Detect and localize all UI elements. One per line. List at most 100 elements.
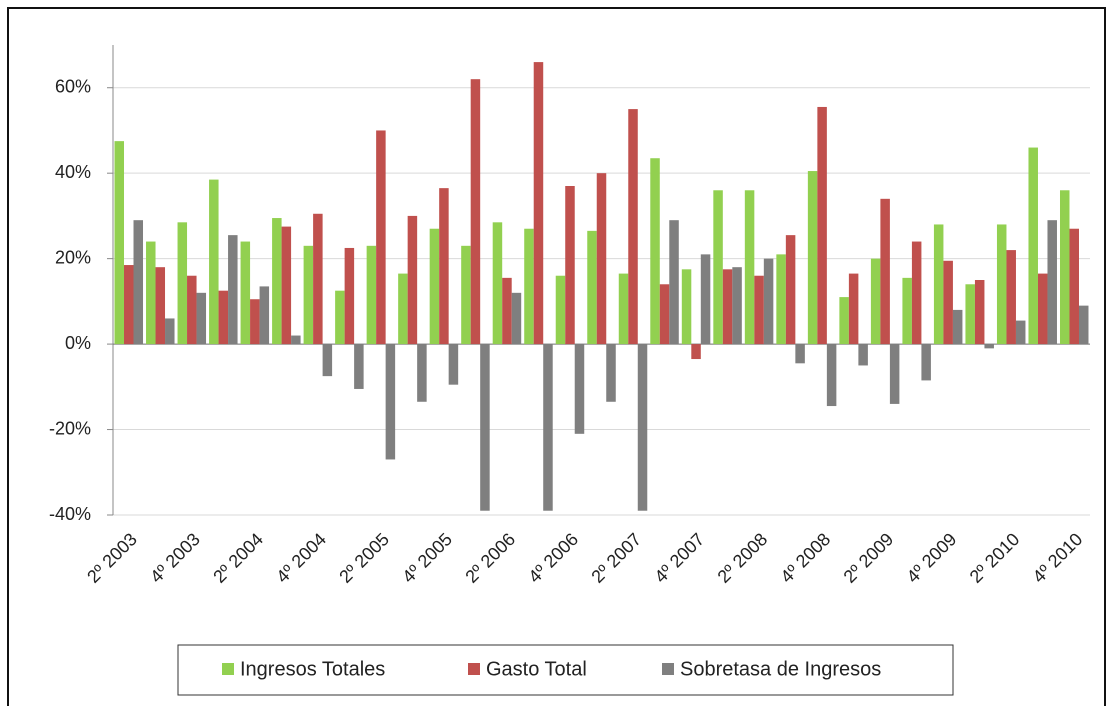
bar <box>407 215 418 345</box>
bar <box>984 344 994 349</box>
bar <box>209 179 219 345</box>
bar <box>291 335 301 345</box>
bar <box>713 190 723 345</box>
bar <box>259 286 270 345</box>
bar <box>880 198 890 345</box>
bar <box>606 344 616 402</box>
legend-label: Gasto Total <box>486 658 587 680</box>
bar <box>492 222 503 345</box>
bar <box>807 171 818 345</box>
bar <box>911 241 922 345</box>
bar <box>795 344 805 364</box>
bar <box>921 344 931 381</box>
bar <box>177 222 188 345</box>
bar <box>448 344 459 385</box>
bar <box>848 273 859 345</box>
bar <box>587 230 597 345</box>
bar <box>744 190 755 345</box>
bar <box>1078 305 1089 345</box>
bar <box>902 277 912 345</box>
bar <box>681 269 692 345</box>
y-tick-label: -20% <box>49 418 91 438</box>
legend-swatch <box>662 663 674 675</box>
bar <box>480 344 490 511</box>
bar <box>272 218 282 345</box>
bar <box>785 235 796 345</box>
bar <box>344 247 355 345</box>
bar <box>165 318 175 345</box>
y-tick-label: 20% <box>55 247 91 267</box>
bar <box>250 299 260 345</box>
bar <box>511 292 522 345</box>
legend-swatch <box>468 663 480 675</box>
bar <box>618 273 629 345</box>
bar <box>669 220 679 345</box>
bar <box>1006 250 1016 345</box>
bar <box>1015 320 1026 345</box>
bar <box>826 344 837 407</box>
bar <box>240 241 251 345</box>
bar <box>732 267 742 345</box>
bar <box>502 277 512 345</box>
bar <box>574 344 585 434</box>
bar <box>628 109 638 345</box>
bar <box>313 213 323 345</box>
bar <box>146 241 156 345</box>
bar <box>385 344 396 460</box>
legend-label: Sobretasa de Ingresos <box>680 658 881 680</box>
y-tick-label: 60% <box>55 76 91 96</box>
bar <box>1028 147 1038 345</box>
bar <box>889 344 900 404</box>
bar <box>461 245 471 345</box>
bar <box>700 254 711 345</box>
bar <box>763 258 774 345</box>
bar <box>555 275 566 345</box>
bar <box>1037 273 1048 345</box>
bar <box>1059 190 1070 345</box>
bar <box>196 292 207 345</box>
bar <box>417 344 427 402</box>
bar <box>133 220 144 345</box>
bar <box>281 226 292 345</box>
bar <box>754 275 764 345</box>
bar <box>839 297 849 345</box>
bar <box>1047 220 1057 345</box>
bar <box>1069 228 1079 345</box>
legend-swatch <box>222 663 234 675</box>
bar <box>376 130 386 345</box>
bar <box>596 173 607 345</box>
bar <box>439 188 449 345</box>
bar <box>722 269 733 345</box>
bar <box>543 344 553 511</box>
bar <box>933 224 944 345</box>
bar <box>470 79 481 345</box>
bar <box>187 275 197 345</box>
bar <box>776 254 786 345</box>
y-tick-label: 0% <box>65 333 91 353</box>
bar <box>974 280 985 345</box>
bar <box>659 284 670 345</box>
bar <box>429 228 440 345</box>
y-tick-label: -40% <box>49 504 91 524</box>
bar <box>366 245 377 345</box>
bar <box>218 290 229 345</box>
bar <box>943 260 953 345</box>
bar <box>354 344 364 389</box>
bar <box>533 62 544 345</box>
bar <box>637 344 648 511</box>
bar <box>965 284 975 345</box>
bar <box>303 245 314 345</box>
bar <box>858 344 868 366</box>
bar <box>565 186 575 345</box>
bar <box>398 273 408 345</box>
bar <box>524 228 534 345</box>
bar <box>124 265 134 345</box>
bar <box>691 344 701 360</box>
bar <box>335 290 345 345</box>
y-tick-label: 40% <box>55 162 91 182</box>
bar <box>870 258 881 345</box>
frame <box>7 7 1106 706</box>
bar <box>996 224 1007 345</box>
bar <box>228 235 238 345</box>
